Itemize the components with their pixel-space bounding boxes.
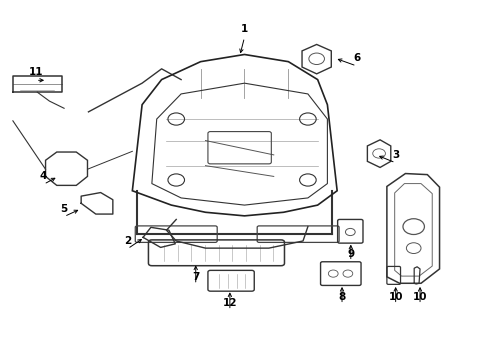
Text: 7: 7 <box>192 272 199 282</box>
Text: 1: 1 <box>241 24 247 35</box>
Text: 9: 9 <box>346 248 354 258</box>
Text: 11: 11 <box>28 67 43 77</box>
Text: 12: 12 <box>222 298 237 308</box>
Text: 5: 5 <box>61 204 67 214</box>
Text: 4: 4 <box>40 171 47 181</box>
Text: 3: 3 <box>391 150 399 160</box>
Text: 10: 10 <box>387 292 402 302</box>
Text: 10: 10 <box>412 292 427 302</box>
Text: 2: 2 <box>123 236 131 246</box>
Text: 8: 8 <box>338 292 345 302</box>
Text: 6: 6 <box>352 53 360 63</box>
